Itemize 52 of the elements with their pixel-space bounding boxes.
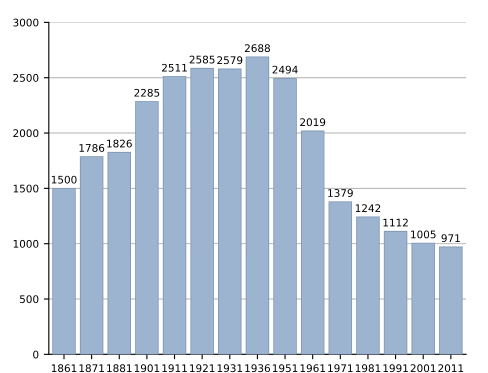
x-tick-label: 1931 [218, 364, 242, 372]
data-label: 1500 [52, 176, 77, 184]
bar [162, 76, 186, 354]
x-tick-label: 1936 [245, 364, 270, 372]
data-label: 1786 [80, 144, 104, 152]
y-tick-label: 3000 [13, 18, 38, 26]
data-label: 2494 [272, 66, 298, 74]
bar [273, 78, 297, 354]
x-tick-label: 1991 [383, 364, 408, 372]
bar [80, 156, 104, 354]
y-tick-label: 1500 [14, 184, 38, 192]
data-label: 971 [442, 234, 460, 242]
bar [384, 230, 408, 354]
data-label: 2688 [244, 44, 270, 52]
x-tick-label: 1921 [190, 364, 214, 372]
data-label: 1826 [107, 140, 132, 148]
data-label: 1005 [411, 230, 436, 238]
data-label: 2285 [134, 88, 160, 97]
bar [218, 68, 242, 354]
x-tick-label: 1871 [80, 364, 104, 372]
x-tick-label: 1961 [300, 364, 325, 372]
bar [246, 56, 270, 354]
bar [52, 188, 76, 354]
data-label: 1112 [383, 218, 408, 226]
bar [108, 152, 132, 354]
x-tick-label: 1901 [134, 364, 160, 372]
data-label: 2585 [190, 56, 214, 64]
x-tick-label: 1971 [328, 364, 353, 372]
data-label: 1379 [328, 189, 353, 197]
bar [356, 216, 380, 354]
x-tick-label: 1951 [272, 364, 298, 372]
x-tick-label: 2011 [438, 364, 464, 372]
bar [439, 246, 463, 354]
x-tick-label: 2001 [410, 364, 436, 372]
x-tick-label: 1861 [52, 364, 76, 372]
data-label: 2579 [217, 56, 242, 64]
y-tick-label: 2000 [13, 129, 38, 138]
bar [190, 68, 214, 354]
bar [411, 242, 435, 354]
x-tick-label: 1881 [107, 364, 132, 372]
data-label: 2019 [300, 118, 326, 126]
bar [328, 201, 352, 354]
data-label: 2511 [162, 64, 187, 72]
x-tick-label: 1981 [356, 364, 380, 372]
y-tick-label: 0 [33, 350, 38, 358]
data-label: 1242 [356, 204, 380, 212]
bar [300, 130, 324, 354]
x-tick-label: 1911 [162, 364, 187, 372]
y-tick-label: 500 [20, 295, 38, 304]
bar [135, 101, 159, 354]
y-tick-label: 2500 [13, 74, 38, 82]
y-tick-label: 1000 [14, 240, 38, 248]
